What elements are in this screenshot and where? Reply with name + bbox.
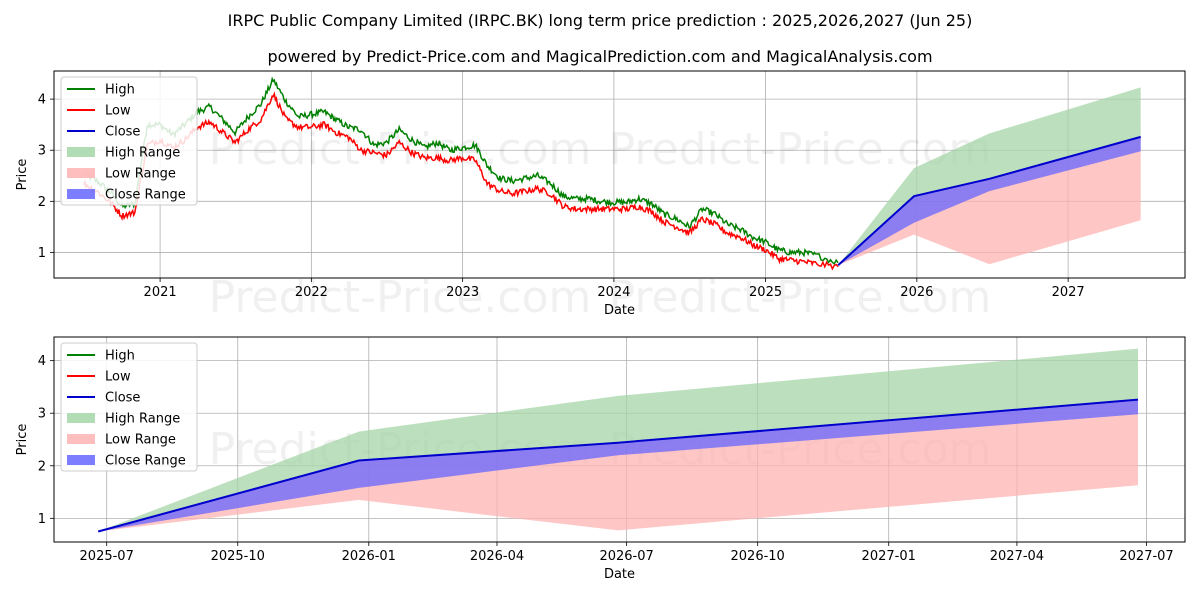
legend-label: Low Range (105, 433, 176, 448)
close-forecast-line (97, 398, 1139, 533)
x-tick-label: 2023 (446, 285, 479, 300)
legend-label: High Range (105, 146, 180, 161)
close-range-area (838, 136, 1141, 266)
x-tick-label: 2026 (900, 285, 933, 300)
y-tick-label: 1 (38, 246, 46, 261)
legend-label: Low (105, 104, 131, 119)
watermark-left: Predict-Price.com (209, 124, 592, 175)
x-axis-label: Date (604, 567, 635, 582)
x-axis-label: Date (604, 303, 635, 318)
legend-label: High (105, 83, 135, 98)
x-tick-label: 2027-07 (1119, 549, 1173, 564)
high-line (83, 76, 839, 265)
y-tick-label: 1 (38, 512, 46, 527)
legend: High Low Close High Range Low Range Close Ran… (60, 76, 198, 206)
low-line (83, 91, 839, 271)
legend-label: Low Range (105, 167, 176, 182)
x-tick-label: 2026-07 (599, 549, 653, 564)
x-tick-label: 2027-04 (990, 549, 1044, 564)
y-tick-label: 4 (38, 354, 46, 369)
x-tick-label: 2025-07 (80, 549, 134, 564)
y-tick-label: 4 (38, 93, 46, 108)
x-tick-label: 2025-10 (211, 549, 265, 564)
y-tick-label: 2 (38, 459, 46, 474)
y-tick-label: 3 (38, 407, 46, 422)
watermark-right: Predict-Price.com (609, 272, 992, 323)
legend-swatch (67, 147, 95, 157)
legend-swatch (67, 413, 95, 423)
legend-swatch (67, 455, 95, 465)
legend-label: Close (105, 125, 140, 140)
legend-swatch (67, 434, 95, 444)
y-axis-label: Price (15, 424, 30, 456)
legend-label: Close Range (105, 188, 186, 203)
close-forecast-line (837, 135, 1141, 266)
x-tick-label: 2026-04 (470, 549, 524, 564)
plot-frame (53, 336, 1186, 543)
x-tick-label: 2026-01 (342, 549, 396, 564)
watermark-left: Predict-Price.com (209, 272, 592, 323)
legend-label: High Range (105, 412, 180, 427)
x-tick-label: 2025 (749, 285, 782, 300)
legend-label: Close Range (105, 454, 186, 469)
bottom-panel: 2025-07 2025-10 2026-01 2026-04 2026-07 2026-… (15, 336, 1186, 582)
legend-swatch (67, 189, 95, 199)
plot-frame (53, 70, 1186, 279)
x-tick-label: 2026-10 (731, 549, 785, 564)
y-tick-label: 3 (38, 144, 46, 159)
top-panel: 2021 2022 2023 2024 2025 2026 2027 1 2 3 4 Predict-… (15, 70, 1186, 323)
x-tick-label: 2024 (597, 285, 630, 300)
x-tick-label: 2027 (1052, 285, 1085, 300)
x-tick-label: 2022 (295, 285, 328, 300)
legend-label: Close (105, 391, 140, 406)
legend-label: High (105, 349, 135, 364)
x-tick-label: 2021 (144, 285, 177, 300)
legend-swatch (67, 168, 95, 178)
close-range-area (98, 399, 1139, 532)
x-tick-label: 2027-01 (862, 549, 916, 564)
y-axis-label: Price (15, 159, 30, 191)
legend-label: Low (105, 370, 131, 385)
chart-title: IRPC Public Company Limited (IRPC.BK) lo… (228, 11, 973, 30)
high-range-area (838, 87, 1141, 266)
high-range-area (98, 348, 1139, 532)
chart-subtitle: powered by Predict-Price.com and Magical… (267, 47, 932, 66)
legend: High Low Close High Range Low Range Close Ran… (60, 342, 198, 472)
y-tick-label: 2 (38, 195, 46, 210)
